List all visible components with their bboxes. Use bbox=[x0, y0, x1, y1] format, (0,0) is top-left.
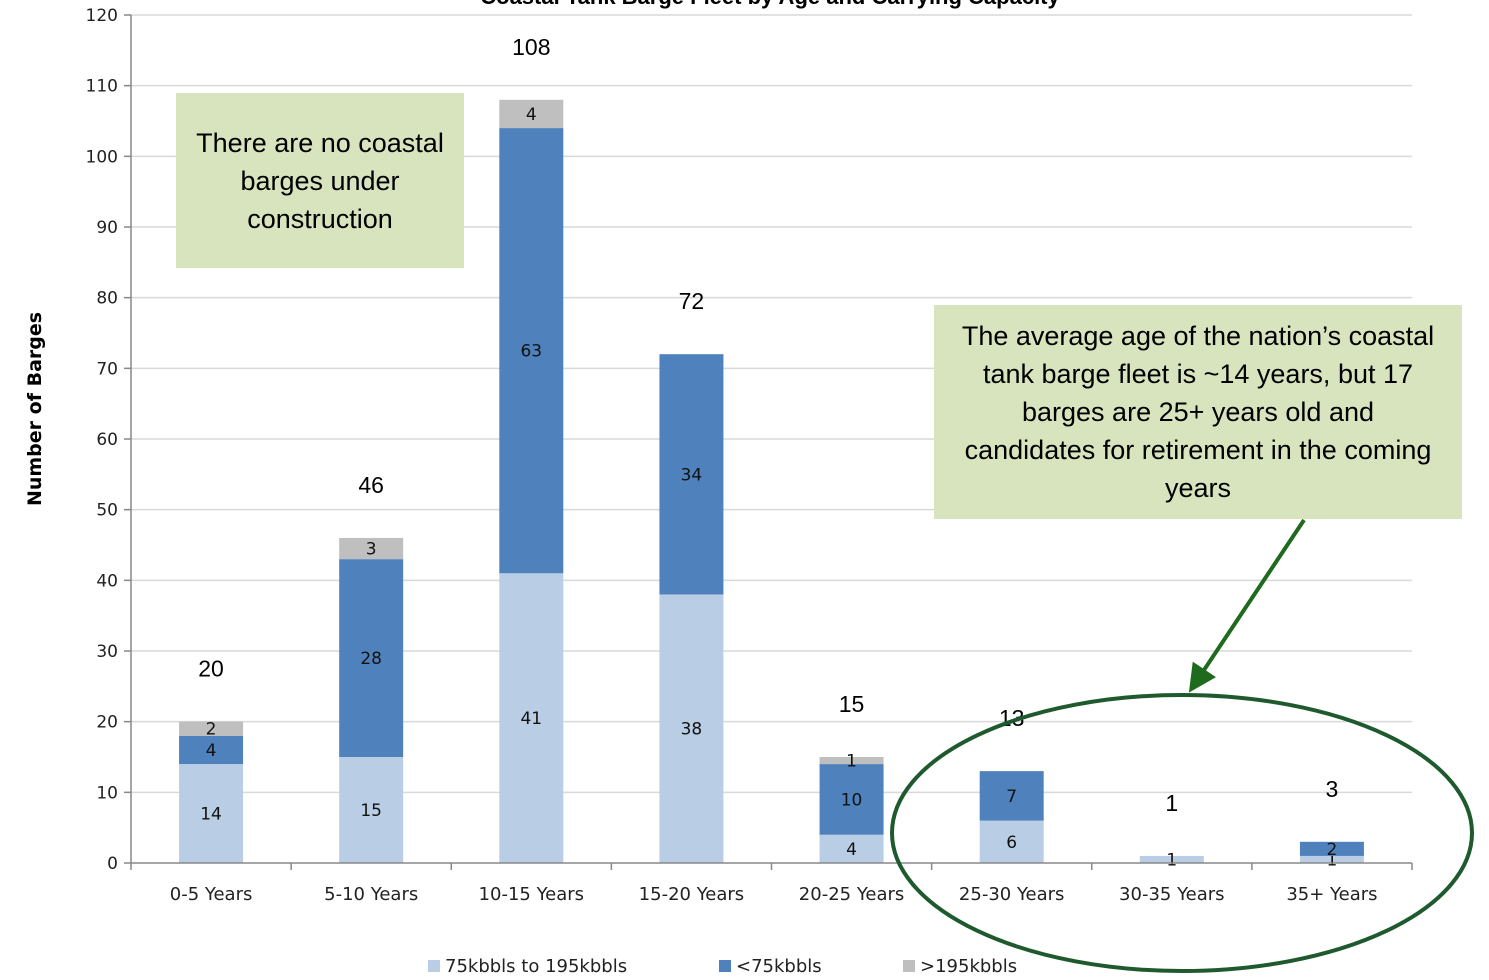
legend: 75kbbls to 195kbbls <75kbbls >195kbbls bbox=[428, 956, 1017, 977]
data-label: 4 bbox=[526, 105, 537, 125]
data-label: 3 bbox=[366, 540, 377, 560]
data-label: 10 bbox=[841, 790, 863, 810]
data-label: 7 bbox=[1006, 787, 1017, 807]
bar-segment bbox=[339, 757, 404, 863]
bar-segment bbox=[499, 99, 564, 129]
x-tick-label: 10-15 Years bbox=[479, 884, 585, 905]
y-axis-ticks: 0 10 20 30 40 50 60 70 80 90 100 110 120 bbox=[86, 6, 132, 874]
bar-segment bbox=[499, 573, 564, 863]
legend-swatch bbox=[719, 960, 731, 972]
y-tick-label: 10 bbox=[96, 783, 118, 803]
x-tick-label: 0-5 Years bbox=[170, 884, 253, 905]
y-tick-label: 0 bbox=[107, 854, 118, 874]
x-tick-label: 15-20 Years bbox=[639, 884, 745, 905]
data-label: 41 bbox=[520, 709, 542, 729]
data-label: 28 bbox=[360, 649, 382, 669]
y-tick-label: 40 bbox=[96, 571, 118, 591]
y-tick-label: 80 bbox=[96, 289, 118, 309]
x-tick-label: 20-25 Years bbox=[799, 884, 905, 905]
total-label: 20 bbox=[198, 656, 224, 682]
x-axis: 0-5 Years 5-10 Years 10-15 Years 15-20 Year… bbox=[130, 862, 1413, 905]
legend-label: 75kbbls to 195kbbls bbox=[445, 956, 627, 977]
y-tick-label: 20 bbox=[96, 713, 118, 733]
legend-swatch bbox=[903, 960, 915, 972]
y-tick-label: 110 bbox=[86, 77, 118, 97]
bar-segment bbox=[1299, 841, 1364, 856]
bars: 1442201528346416341083834724101156713111… bbox=[179, 34, 1364, 870]
total-label: 46 bbox=[358, 472, 384, 498]
y-tick-label: 50 bbox=[96, 501, 118, 521]
bar-segment bbox=[819, 764, 884, 835]
bar-segment bbox=[1139, 855, 1204, 863]
callout-arrow bbox=[1188, 518, 1306, 693]
total-label: 15 bbox=[839, 691, 865, 717]
data-label: 4 bbox=[206, 741, 217, 761]
bar-segment bbox=[1299, 855, 1364, 863]
x-tick-label: 30-35 Years bbox=[1119, 884, 1225, 905]
chart-title: Coastal Tank Barge Fleet by Age and Carr… bbox=[480, 0, 1060, 9]
bar-segment bbox=[179, 764, 244, 863]
bar-segment bbox=[819, 757, 884, 765]
bar-segment bbox=[499, 128, 564, 574]
x-tick-label: 35+ Years bbox=[1286, 884, 1377, 905]
data-label: 1 bbox=[1327, 850, 1338, 870]
data-label: 1 bbox=[1166, 850, 1177, 870]
total-label: 72 bbox=[679, 288, 705, 314]
bar-segment bbox=[979, 771, 1044, 821]
bar-segment bbox=[819, 834, 884, 863]
y-axis-label: Number of Barges bbox=[24, 312, 46, 506]
callout-no-construction: There are no coastal barges under constr… bbox=[176, 93, 464, 268]
data-label: 15 bbox=[360, 801, 382, 821]
legend-swatch bbox=[428, 960, 440, 972]
bar-segment bbox=[659, 594, 724, 863]
y-tick-label: 30 bbox=[96, 642, 118, 662]
total-label: 1 bbox=[1165, 790, 1178, 816]
y-tick-label: 70 bbox=[96, 359, 118, 379]
bar-segment bbox=[979, 820, 1044, 863]
x-tick-label: 5-10 Years bbox=[324, 884, 418, 905]
x-tick-label: 25-30 Years bbox=[959, 884, 1065, 905]
highlight-ellipse bbox=[890, 693, 1474, 973]
data-label: 63 bbox=[520, 342, 542, 362]
bar-segment bbox=[339, 559, 404, 757]
bar-segment bbox=[179, 721, 244, 736]
legend-label: >195kbbls bbox=[920, 956, 1017, 977]
y-tick-label: 60 bbox=[96, 430, 118, 450]
callout-average-age: The average age of the nation’s coastal … bbox=[934, 305, 1462, 519]
data-label: 34 bbox=[681, 465, 703, 485]
data-label: 2 bbox=[1327, 840, 1338, 860]
data-label: 38 bbox=[681, 720, 703, 740]
bar-segment bbox=[659, 354, 724, 595]
legend-label: <75kbbls bbox=[736, 956, 822, 977]
data-label: 6 bbox=[1006, 833, 1017, 853]
total-label: 3 bbox=[1326, 776, 1339, 802]
y-tick-label: 90 bbox=[96, 218, 118, 238]
total-label: 108 bbox=[512, 34, 550, 60]
data-label: 2 bbox=[206, 720, 217, 740]
bar-segment bbox=[339, 537, 404, 560]
data-label: 1 bbox=[846, 752, 857, 772]
y-tick-label: 100 bbox=[86, 147, 118, 167]
bar-segment bbox=[179, 735, 244, 765]
y-tick-label: 120 bbox=[86, 6, 118, 26]
data-label: 4 bbox=[846, 840, 857, 860]
data-label: 14 bbox=[200, 805, 222, 825]
